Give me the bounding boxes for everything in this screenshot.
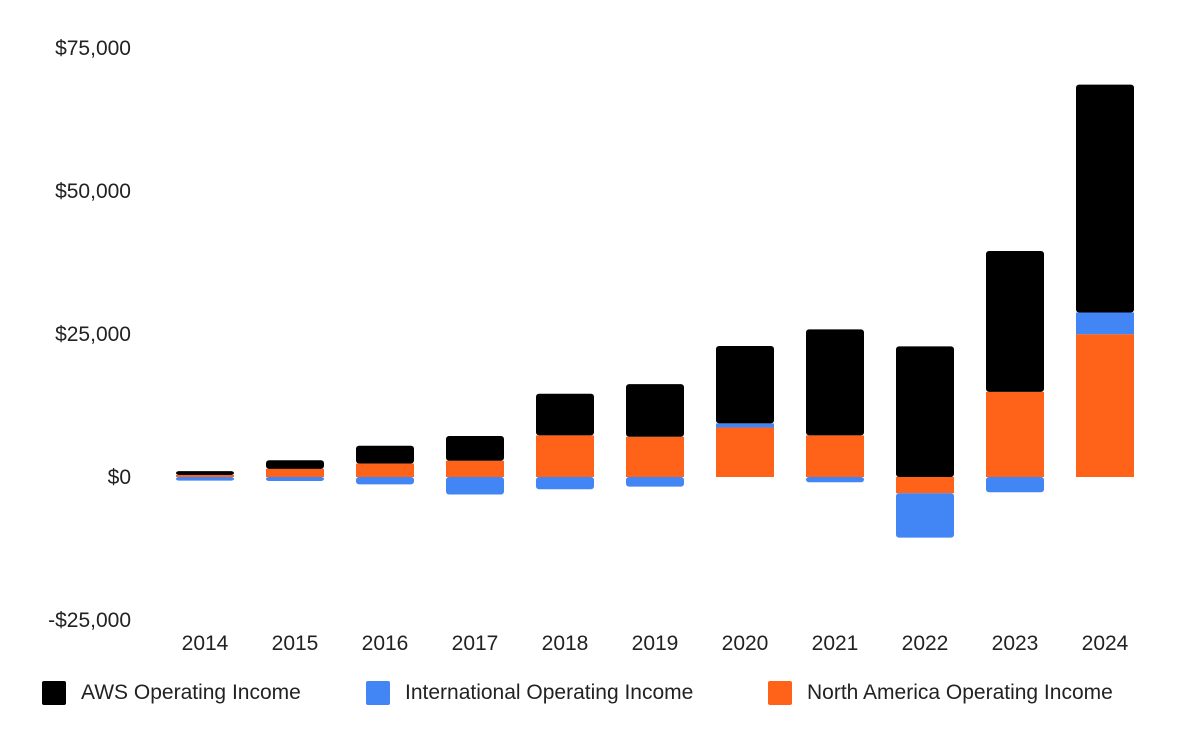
bar-international-operating-income-2023 <box>986 477 1044 493</box>
bar-north-america-operating-income-2021 <box>806 435 864 477</box>
bar-international-operating-income-2018 <box>536 477 594 490</box>
bar-north-america-operating-income-2014 <box>176 474 234 477</box>
bar-north-america-operating-income-2024 <box>1076 334 1134 477</box>
legend-label: AWS Operating Income <box>81 681 301 704</box>
y-tick-label: -$25,000 <box>48 609 131 632</box>
legend: AWS Operating Income International Operat… <box>42 681 1113 705</box>
bar-international-operating-income-2015 <box>266 477 324 481</box>
bar-north-america-operating-income-2023 <box>986 391 1044 477</box>
bar-north-america-operating-income-2016 <box>356 463 414 477</box>
legend-label: North America Operating Income <box>807 681 1113 704</box>
bar-north-america-operating-income-2015 <box>266 468 324 477</box>
x-tick-label: 2017 <box>452 632 499 655</box>
x-tick-label: 2019 <box>632 632 679 655</box>
bar-international-operating-income-2017 <box>446 477 504 495</box>
x-tick-label: 2022 <box>902 632 949 655</box>
bars <box>176 84 1134 538</box>
y-tick-label: $75,000 <box>55 37 131 60</box>
bar-aws-operating-income-2022 <box>896 346 954 477</box>
bar-aws-operating-income-2021 <box>806 329 864 436</box>
x-tick-label: 2023 <box>992 632 1039 655</box>
legend-swatch <box>768 681 792 705</box>
bar-aws-operating-income-2015 <box>266 460 324 469</box>
x-tick-label: 2016 <box>362 632 409 655</box>
bar-aws-operating-income-2016 <box>356 445 414 464</box>
bar-international-operating-income-2022 <box>896 493 954 538</box>
x-tick-label: 2020 <box>722 632 769 655</box>
bar-aws-operating-income-2018 <box>536 393 594 436</box>
bar-international-operating-income-2014 <box>176 477 234 481</box>
bar-north-america-operating-income-2022 <box>896 477 954 494</box>
bar-aws-operating-income-2023 <box>986 251 1044 392</box>
bar-aws-operating-income-2020 <box>716 346 774 424</box>
y-tick-label: $0 <box>108 466 131 489</box>
x-tick-label: 2021 <box>812 632 859 655</box>
legend-swatch <box>366 681 390 705</box>
x-tick-label: 2014 <box>182 632 229 655</box>
x-axis-tick-labels: 2014 2015 2016 2017 2018 2019 2020 2021 2022 2023… <box>182 632 1129 655</box>
bar-north-america-operating-income-2020 <box>716 427 774 477</box>
bar-aws-operating-income-2014 <box>176 471 234 475</box>
bar-north-america-operating-income-2018 <box>536 435 594 477</box>
x-tick-label: 2018 <box>542 632 589 655</box>
bar-aws-operating-income-2019 <box>626 384 684 437</box>
legend-swatch <box>42 681 66 705</box>
bar-international-operating-income-2020 <box>716 423 774 428</box>
bar-international-operating-income-2021 <box>806 477 864 483</box>
bar-north-america-operating-income-2017 <box>446 460 504 477</box>
y-tick-label: $25,000 <box>55 323 131 346</box>
bar-aws-operating-income-2017 <box>446 435 504 461</box>
y-tick-label: $50,000 <box>55 180 131 203</box>
bar-aws-operating-income-2024 <box>1076 84 1134 313</box>
bar-international-operating-income-2024 <box>1076 312 1134 335</box>
bar-international-operating-income-2019 <box>626 477 684 487</box>
x-tick-label: 2015 <box>272 632 319 655</box>
y-axis-tick-labels: -$25,000 $0 $25,000 $50,000 $75,000 <box>48 37 131 632</box>
bar-international-operating-income-2016 <box>356 477 414 485</box>
legend-label: International Operating Income <box>405 681 693 704</box>
x-tick-label: 2024 <box>1082 632 1129 655</box>
bar-north-america-operating-income-2019 <box>626 436 684 477</box>
